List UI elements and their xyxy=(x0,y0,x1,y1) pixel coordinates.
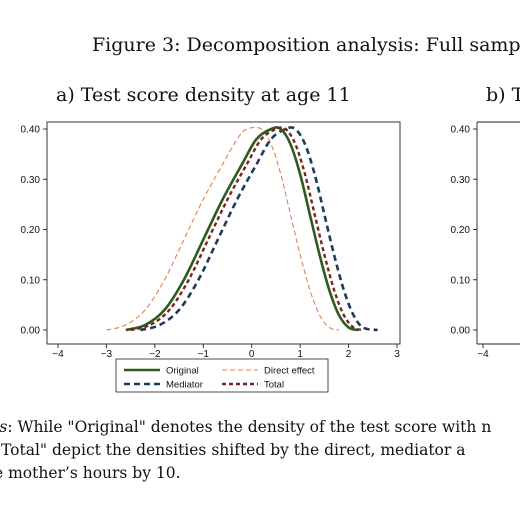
series-line-total xyxy=(130,126,364,332)
notes-line-1-text: : While "Original" denotes the density o… xyxy=(7,418,492,436)
panel-a-y-tick-label: 0.00 xyxy=(21,326,41,337)
panel-a-title: a) Test score density at age 11 xyxy=(56,84,351,106)
panel-b-title: b) T xyxy=(486,84,520,106)
notes-line-1: tes: While "Original" denotes the densit… xyxy=(0,416,520,439)
panel-b-x-axis: −4 xyxy=(477,344,489,360)
panel-a-series xyxy=(106,126,378,332)
panel-a-x-axis: −4 −3 −2 −1 0 1 2 3 xyxy=(52,344,400,360)
panel-a-x-tick-label: 2 xyxy=(346,349,352,360)
panel-a-x-tick-label: 0 xyxy=(249,349,255,360)
panel-a-y-axis: 0.00 0.10 0.20 0.30 0.40 xyxy=(21,125,47,337)
panel-a-plot-frame xyxy=(46,121,401,345)
panel-a-y-tick-label: 0.10 xyxy=(21,275,41,286)
panel-b-y-tick-label: 0.40 xyxy=(451,125,471,136)
legend-label-direct-effect: Direct effect xyxy=(264,366,315,377)
legend-label-total: Total xyxy=(264,380,284,391)
charts-canvas: 0.00 0.10 0.20 0.30 0.40 −4 −3 −2 −1 0 1 2 3 Origin… xyxy=(21,121,520,393)
notes-line-2: l "Total" depict the densities shifted b… xyxy=(0,439,520,462)
panel-b-x-tick-label: −4 xyxy=(477,349,489,360)
legend: Original Direct effect Mediator Total xyxy=(124,366,315,391)
panel-a-x-tick-label: 3 xyxy=(394,349,400,360)
panel-a-y-tick-label: 0.40 xyxy=(21,125,41,136)
panel-a-x-tick-label: −1 xyxy=(198,349,210,360)
legend-label-original: Original xyxy=(166,366,199,377)
panel-a-x-tick-label: −3 xyxy=(101,349,113,360)
notes-line-2-text: l "Total" depict the densities shifted b… xyxy=(0,441,466,459)
series-line-original xyxy=(125,126,359,332)
panel-a-y-tick-label: 0.20 xyxy=(21,225,41,236)
panel-a-x-tick-label: 1 xyxy=(297,349,303,360)
series-line-mediator xyxy=(140,126,378,332)
panel-b-y-tick-label: 0.00 xyxy=(451,326,471,337)
panel-a-y-tick-label: 0.30 xyxy=(21,175,41,186)
panel-a-x-tick-label: −4 xyxy=(52,349,64,360)
series-line-direct-effect xyxy=(106,126,340,331)
panel-b-y-axis: 0.00 0.10 0.20 0.30 0.40 xyxy=(451,125,477,337)
legend-label-mediator: Mediator xyxy=(166,380,203,391)
panel-b-y-tick-label: 0.10 xyxy=(451,275,471,286)
notes-line-3: he mother’s hours by 10. xyxy=(0,462,520,485)
panel-b-y-tick-label: 0.20 xyxy=(451,225,471,236)
notes-line-3-text: he mother’s hours by 10. xyxy=(0,464,181,482)
legend-box xyxy=(115,358,329,393)
figure-title: Figure 3: Decomposition analysis: Full s… xyxy=(92,34,520,56)
panel-a-x-tick-label: −2 xyxy=(149,349,161,360)
panel-b-y-tick-label: 0.30 xyxy=(451,175,471,186)
figure-notes: tes: While "Original" denotes the densit… xyxy=(0,416,520,485)
notes-lead: tes xyxy=(0,418,8,436)
